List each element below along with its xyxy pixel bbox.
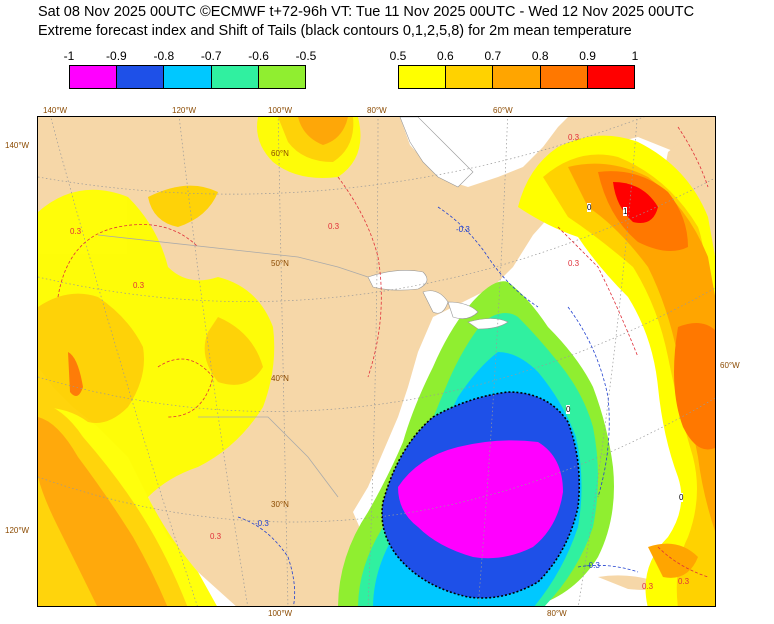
lat-label: 30°N — [271, 500, 289, 509]
legend-cold-colorbar — [69, 65, 306, 89]
legend-swatch — [70, 66, 118, 88]
legend-swatch — [587, 66, 635, 88]
contour-label-black: 1 — [623, 207, 628, 216]
legend-tick: -0.6 — [248, 49, 269, 63]
land-north-america — [38, 117, 715, 606]
contour-label-red: 0.3 — [328, 222, 340, 231]
legend-swatch — [164, 66, 212, 88]
legend-tick: 1 — [631, 49, 639, 63]
legend-cold: -1 -0.9 -0.8 -0.7 -0.6 -0.5 — [64, 49, 317, 94]
efi-cold-east — [338, 281, 615, 606]
legend-tick: 0.8 — [531, 49, 549, 63]
contour-label-black: 0 — [679, 493, 684, 502]
legend-swatch — [540, 66, 588, 88]
lakes — [367, 117, 509, 330]
borders — [97, 234, 369, 498]
efi-map: 0.3 0.3 0.3 0.3 0.3 0.3 0.3 0.3 -0.3 -0.… — [37, 116, 716, 607]
contour-label-blue: -0.3 — [255, 519, 269, 528]
legend-swatch — [211, 66, 259, 88]
legend-cold-ticks: -1 -0.9 -0.8 -0.7 -0.6 -0.5 — [64, 49, 317, 63]
contour-label-red: 0.3 — [568, 133, 580, 142]
legend-swatch — [117, 66, 165, 88]
legend-swatch — [258, 66, 306, 88]
legend-warm-colorbar — [398, 65, 635, 89]
lon-label-top: 100°W — [268, 106, 293, 115]
legend-tick: 0.6 — [437, 49, 454, 63]
contours-red — [57, 126, 709, 578]
contour-label-red: 0.3 — [642, 582, 654, 591]
efi-warm-east — [518, 135, 715, 606]
lon-label-top: 140°W — [43, 106, 68, 115]
lat-label: 50°N — [271, 259, 289, 268]
legend-tick: -0.7 — [200, 49, 222, 63]
legend-tick: 0.9 — [579, 49, 596, 63]
lon-label-right: 60°W — [720, 361, 740, 370]
contour-label-red: 0.3 — [133, 281, 145, 290]
legend-swatch — [446, 66, 494, 88]
legend-warm: 0.5 0.6 0.7 0.8 0.9 1 — [390, 49, 639, 94]
legend-tick: 0.5 — [389, 49, 407, 63]
lon-label-left: 120°W — [5, 526, 30, 535]
legend-tick: -0.8 — [153, 49, 175, 63]
map-canvas — [38, 117, 715, 606]
contour-label-black: 0 — [587, 203, 592, 212]
graticule — [38, 117, 715, 606]
title-line-2: Extreme forecast index and Shift of Tail… — [38, 23, 632, 39]
contour-label-red: 0.3 — [210, 532, 222, 541]
legend-swatch — [399, 66, 447, 88]
contour-label-blue: -0.3 — [456, 225, 470, 234]
legend-warm-ticks: 0.5 0.6 0.7 0.8 0.9 1 — [390, 49, 639, 63]
contour-label-blue: -0.3 — [586, 561, 600, 570]
legend-tick: -1 — [63, 49, 75, 63]
title-line-1: Sat 08 Nov 2025 00UTC ©ECMWF t+72-96h VT… — [38, 4, 695, 20]
lon-label-left: 140°W — [5, 141, 30, 150]
contour-label-black: 0 — [566, 405, 571, 414]
contour-label-red: 0.3 — [568, 259, 580, 268]
efi-warm-west — [38, 117, 361, 606]
contours-blue — [237, 206, 639, 606]
lon-label-top: 120°W — [172, 106, 197, 115]
lat-label: 40°N — [271, 374, 289, 383]
lat-label: 60°N — [271, 149, 289, 158]
contour-label-red: 0.3 — [70, 227, 82, 236]
lon-label-top: 60°W — [493, 106, 513, 115]
legend-tick: -0.9 — [106, 49, 127, 63]
legend-swatch — [493, 66, 541, 88]
lon-label-bottom: 100°W — [268, 609, 293, 618]
lon-label-top: 80°W — [367, 106, 387, 115]
lon-label-bottom: 80°W — [547, 609, 567, 618]
legend-tick: 0.7 — [484, 49, 502, 63]
legend-tick: -0.5 — [295, 49, 317, 63]
contour-label-red: 0.3 — [678, 577, 690, 586]
